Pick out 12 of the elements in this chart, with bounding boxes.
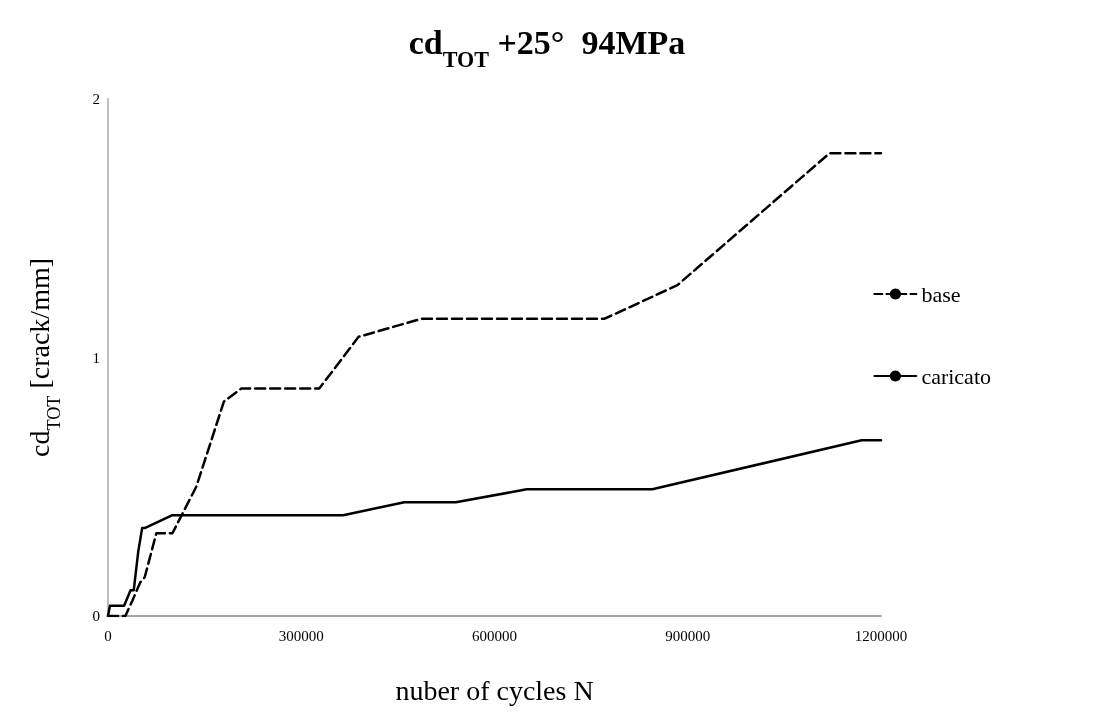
y-tick-label: 0 bbox=[92, 608, 100, 624]
y-tick-label: 1 bbox=[92, 349, 100, 366]
x-tick-label: 600000 bbox=[472, 627, 517, 644]
x-tick-label: 0 bbox=[104, 627, 112, 644]
x-axis-title: nuber of cycles N bbox=[395, 674, 594, 706]
y-axis-title: cdTOT [crack/mm] bbox=[23, 257, 64, 458]
legend-label: base bbox=[921, 281, 961, 307]
x-tick-label: 300000 bbox=[278, 627, 324, 644]
y-tick-label: 2 bbox=[92, 91, 100, 107]
x-tick-label: 1200000 bbox=[854, 627, 908, 644]
legend-label: caricato bbox=[921, 363, 991, 389]
x-tick-label: 900000 bbox=[665, 627, 711, 644]
